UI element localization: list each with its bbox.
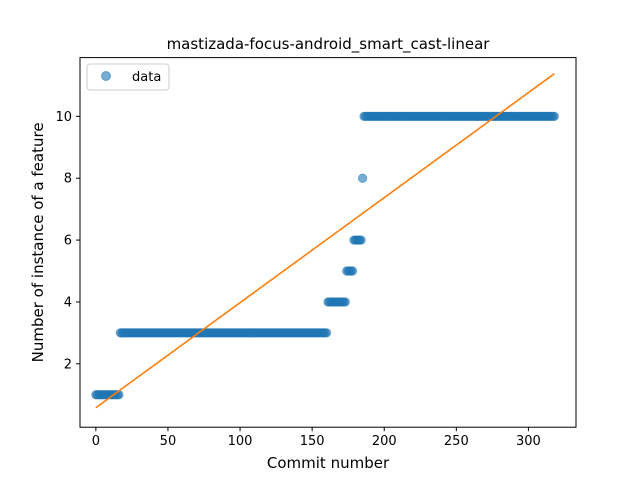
y-tick-label: 4 xyxy=(64,295,72,310)
plot-area xyxy=(91,73,559,409)
y-tick-label: 8 xyxy=(64,172,72,187)
x-axis-label: Commit number xyxy=(267,454,390,472)
data-point xyxy=(357,173,368,183)
data-point xyxy=(321,328,332,338)
fit-line xyxy=(95,73,555,409)
y-axis-label: Number of instance of a feature xyxy=(29,122,47,362)
y-tick-label: 6 xyxy=(64,234,72,249)
y-tick-label: 2 xyxy=(64,357,72,372)
x-tick-label: 0 xyxy=(92,434,100,449)
x-tick-label: 100 xyxy=(228,434,253,449)
chart-title: mastizada-focus-android_smart_cast-linea… xyxy=(167,35,491,54)
data-point xyxy=(549,111,559,121)
legend-box xyxy=(86,63,170,91)
axes: 0 50 100 150 200 250 300 2 4 6 8 10 xyxy=(55,110,540,449)
x-tick-label: 150 xyxy=(300,434,325,449)
x-tick-label: 50 xyxy=(160,434,177,449)
legend-marker-data xyxy=(101,71,111,81)
data-point xyxy=(347,266,358,276)
legend: data xyxy=(86,63,170,91)
data-point xyxy=(356,235,366,245)
x-tick-label: 200 xyxy=(372,434,397,449)
y-tick-label: 10 xyxy=(55,110,72,125)
data-point xyxy=(340,297,350,307)
x-tick-label: 250 xyxy=(444,434,469,449)
legend-label-data: data xyxy=(132,70,161,85)
plot-frame xyxy=(79,57,577,428)
x-tick-label: 300 xyxy=(516,434,541,449)
